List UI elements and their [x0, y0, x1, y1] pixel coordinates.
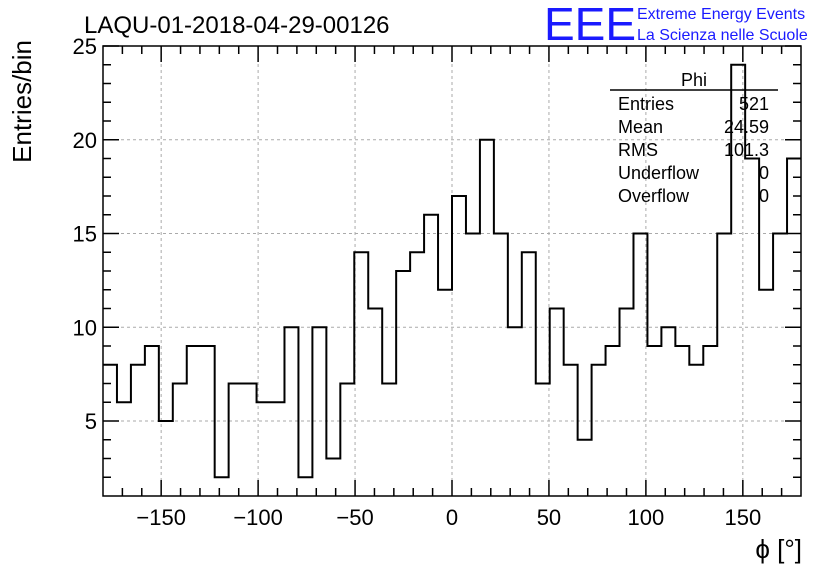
stats-value: 0: [759, 163, 769, 183]
eee-logo: EEE Extreme Energy Events La Scienza nel…: [544, 0, 808, 50]
y-tick-label: 5: [85, 409, 97, 434]
y-axis: 5 10 15 20 25: [73, 34, 801, 478]
stats-value: 521: [739, 94, 769, 114]
x-tick-label: −150: [136, 505, 186, 530]
chart-title: LAQU-01-2018-04-29-00126: [84, 12, 390, 39]
x-tick-label: −50: [336, 505, 373, 530]
eee-logo-line2: La Scienza nelle Scuole: [637, 27, 808, 44]
y-tick-label: 20: [73, 128, 97, 153]
stats-label: Overflow: [618, 186, 690, 206]
y-tick-label: 10: [73, 315, 97, 340]
x-axis-label: ϕ [°]: [755, 534, 802, 564]
stats-label: Mean: [618, 117, 663, 137]
stats-label: RMS: [618, 140, 658, 160]
stats-value: 101.3: [724, 140, 769, 160]
stats-value: 24.59: [724, 117, 769, 137]
x-tick-label: 0: [446, 505, 458, 530]
stats-label: Entries: [618, 94, 674, 114]
x-tick-label: 50: [537, 505, 561, 530]
stats-value: 0: [759, 186, 769, 206]
eee-logo-mark: EEE: [544, 0, 636, 50]
stats-title: Phi: [681, 70, 707, 90]
x-tick-label: 100: [628, 505, 665, 530]
x-tick-label: −100: [233, 505, 283, 530]
x-tick-label: 150: [724, 505, 761, 530]
eee-logo-line1: Extreme Energy Events: [637, 6, 805, 23]
histogram-series: [103, 63, 801, 479]
y-axis-label: Entries/bin: [7, 40, 37, 163]
y-tick-label: 15: [73, 222, 97, 247]
y-tick-label: 25: [73, 34, 97, 59]
stats-box: Phi Entries 521 Mean 24.59 RMS 101.3 Underflow…: [610, 70, 778, 206]
x-axis: −150 −100 −50 0 50 100 150: [121, 46, 783, 530]
stats-label: Underflow: [618, 163, 700, 183]
